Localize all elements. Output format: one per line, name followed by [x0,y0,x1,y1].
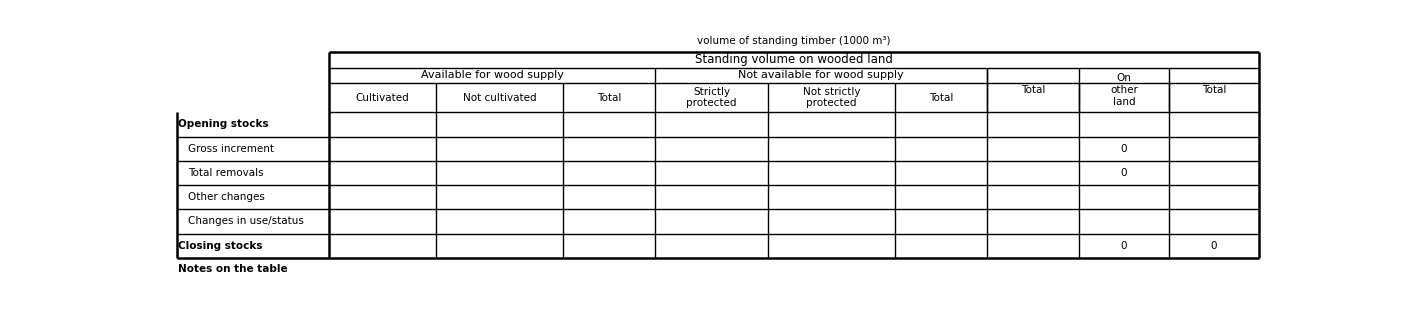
Text: Total: Total [1021,85,1046,95]
Text: volume of standing timber (1000 m³): volume of standing timber (1000 m³) [697,36,890,46]
Text: Total: Total [930,93,953,103]
Text: Cultivated: Cultivated [356,93,409,103]
Text: Other changes: Other changes [188,192,265,202]
Text: 0: 0 [1120,241,1127,251]
Text: Gross increment: Gross increment [188,144,273,154]
Text: Total: Total [597,93,621,103]
Text: 0: 0 [1120,144,1127,154]
Text: Not available for wood supply: Not available for wood supply [739,70,904,80]
Text: Not strictly
protected: Not strictly protected [803,87,861,108]
Text: Total: Total [1202,85,1225,95]
Text: Notes on the table: Notes on the table [178,264,287,274]
Text: On
other
land: On other land [1110,73,1138,107]
Text: Total removals: Total removals [188,168,264,178]
Text: Not cultivated: Not cultivated [463,93,537,103]
Text: Changes in use/status: Changes in use/status [188,216,303,227]
Text: Opening stocks: Opening stocks [178,119,269,130]
Text: Standing volume on wooded land: Standing volume on wooded land [695,53,893,67]
Text: Strictly
protected: Strictly protected [686,87,737,108]
Text: Available for wood supply: Available for wood supply [421,70,564,80]
Text: Closing stocks: Closing stocks [178,241,262,251]
Text: 0: 0 [1120,168,1127,178]
Text: 0: 0 [1210,241,1217,251]
